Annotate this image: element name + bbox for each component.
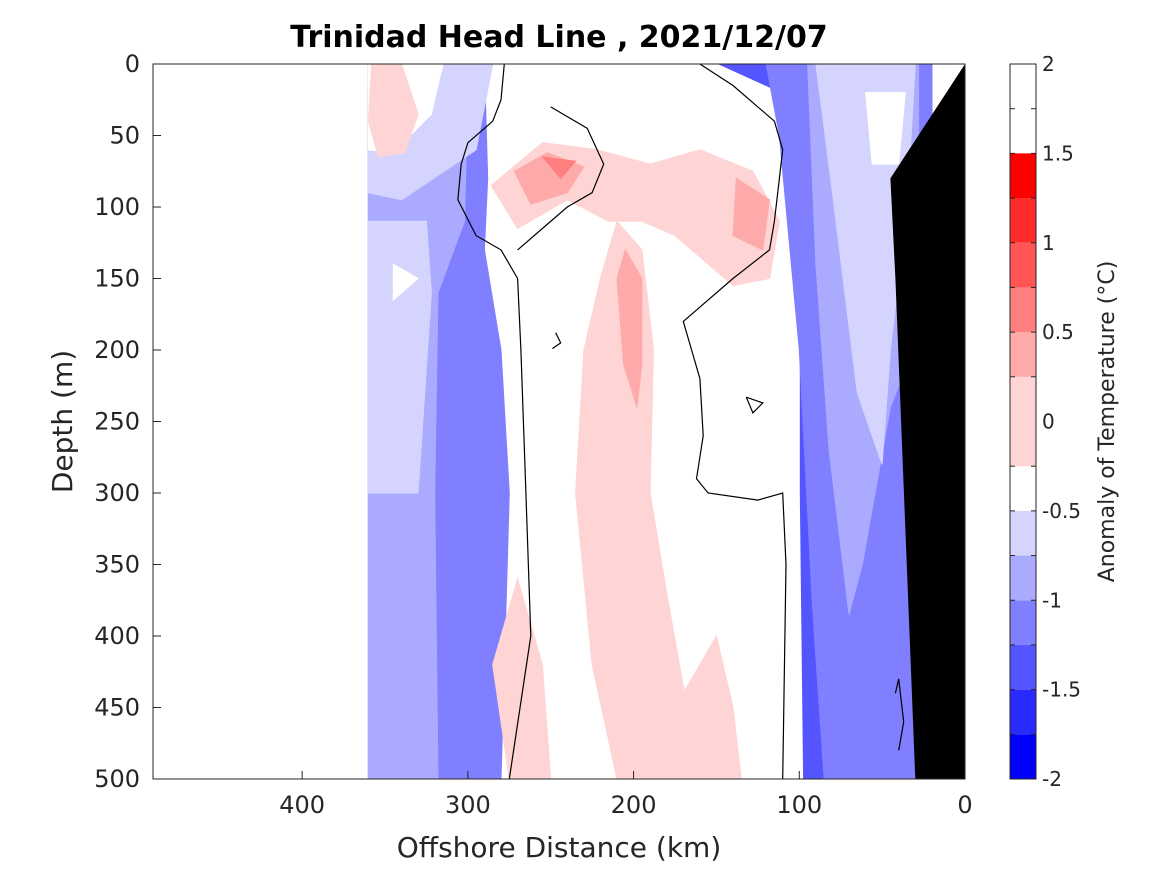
colorbar-swatch: [1010, 376, 1036, 467]
y-tick-label: 300: [94, 479, 140, 507]
colorbar-tick-label: 1: [1042, 231, 1055, 255]
zero-contour-small-loop-240m: [745, 396, 764, 414]
y-axis-title: Depth (m): [46, 350, 79, 493]
x-axis: 400 300 200 100 0: [279, 771, 973, 819]
plot-area: [367, 64, 965, 779]
colorbar-swatch: [1010, 332, 1036, 377]
contour-fill-warm-core-surface: [367, 64, 419, 158]
contour-fill-cool-deeper-east: [732, 177, 771, 251]
y-axis: 0 50 100 150 200 250 300 350 400 450 500: [94, 50, 161, 793]
contour-fill-cool-deeper-stem: [616, 248, 643, 408]
colorbar-swatch: [1010, 555, 1036, 601]
colorbar-tick-label: 2: [1042, 52, 1055, 76]
colorbar-tick-label: -2: [1042, 767, 1062, 791]
contour-fill-cool-lower-east: [682, 634, 742, 779]
chart-title: Trinidad Head Line , 2021/12/07: [290, 20, 827, 55]
zero-contour-lines: [457, 64, 905, 779]
zero-contour-west: [457, 64, 532, 779]
x-axis-title: Offshore Distance (km): [397, 831, 722, 864]
contour-fill-cool-lower-west: [492, 577, 552, 779]
colorbar-swatch: [1010, 689, 1036, 735]
zero-contour-east: [682, 64, 787, 779]
zero-contour-nearshore: [894, 678, 905, 751]
anomaly-contour-fills: [367, 64, 933, 779]
colorbar-tick-label: -1: [1042, 588, 1062, 612]
colorbar: 2 1.5 1 0.5 0 -0.5 -1 -1.5 -2: [1009, 52, 1081, 791]
colorbar-swatch: [1010, 198, 1036, 243]
y-tick-label: 250: [94, 408, 140, 436]
contour-fill-cool-core: [541, 156, 577, 180]
x-tick-label: 0: [957, 791, 972, 819]
y-tick-label: 350: [94, 551, 140, 579]
colorbar-swatch: [1010, 644, 1036, 690]
zero-contour-mid-upper: [517, 106, 605, 251]
contour-fill-cool-stem: [575, 220, 701, 779]
x-tick-label: 200: [611, 791, 657, 819]
colorbar-swatch: [1010, 153, 1036, 199]
seafloor-mask: [890, 64, 965, 779]
colorbar-tick-label: 0: [1042, 410, 1055, 434]
colorbar-swatch: [1010, 600, 1036, 645]
y-tick-label: 150: [94, 265, 140, 293]
colorbar-swatch: [1010, 242, 1036, 288]
colorbar-swatch: [1010, 510, 1036, 556]
colorbar-tick-label: -1.5: [1042, 678, 1081, 702]
y-tick-label: 0: [125, 50, 140, 78]
colorbar-tick-label: 1.5: [1042, 141, 1074, 165]
y-tick-label: 200: [94, 336, 140, 364]
colorbar-tick-label: -0.5: [1042, 499, 1081, 523]
colorbar-frame: [1009, 63, 1037, 780]
x-tick-label: 300: [445, 791, 491, 819]
zero-contour-small-loop-190m: [552, 332, 562, 350]
colorbar-title: Anomaly of Temperature (°C): [1095, 261, 1120, 583]
x-tick-label: 100: [776, 791, 822, 819]
contour-fill-warm-eastern-core: [865, 92, 906, 165]
y-tick-label: 450: [94, 694, 140, 722]
contour-fill-warm-spot-150m: [392, 263, 419, 302]
bathymetry-mask: [890, 64, 965, 779]
colorbar-swatch: [1010, 466, 1036, 511]
y-tick-label: 100: [94, 193, 140, 221]
x-tick-label: 400: [279, 791, 325, 819]
colorbar-swatch: [1010, 287, 1036, 333]
y-tick-label: 500: [94, 765, 140, 793]
contour-fill-warm-band-inner: [367, 220, 432, 494]
colorbar-swatch: [1010, 734, 1036, 779]
colorbar-tick-label: 0.5: [1042, 320, 1074, 344]
y-tick-label: 400: [94, 622, 140, 650]
y-tick-label: 50: [109, 122, 140, 150]
